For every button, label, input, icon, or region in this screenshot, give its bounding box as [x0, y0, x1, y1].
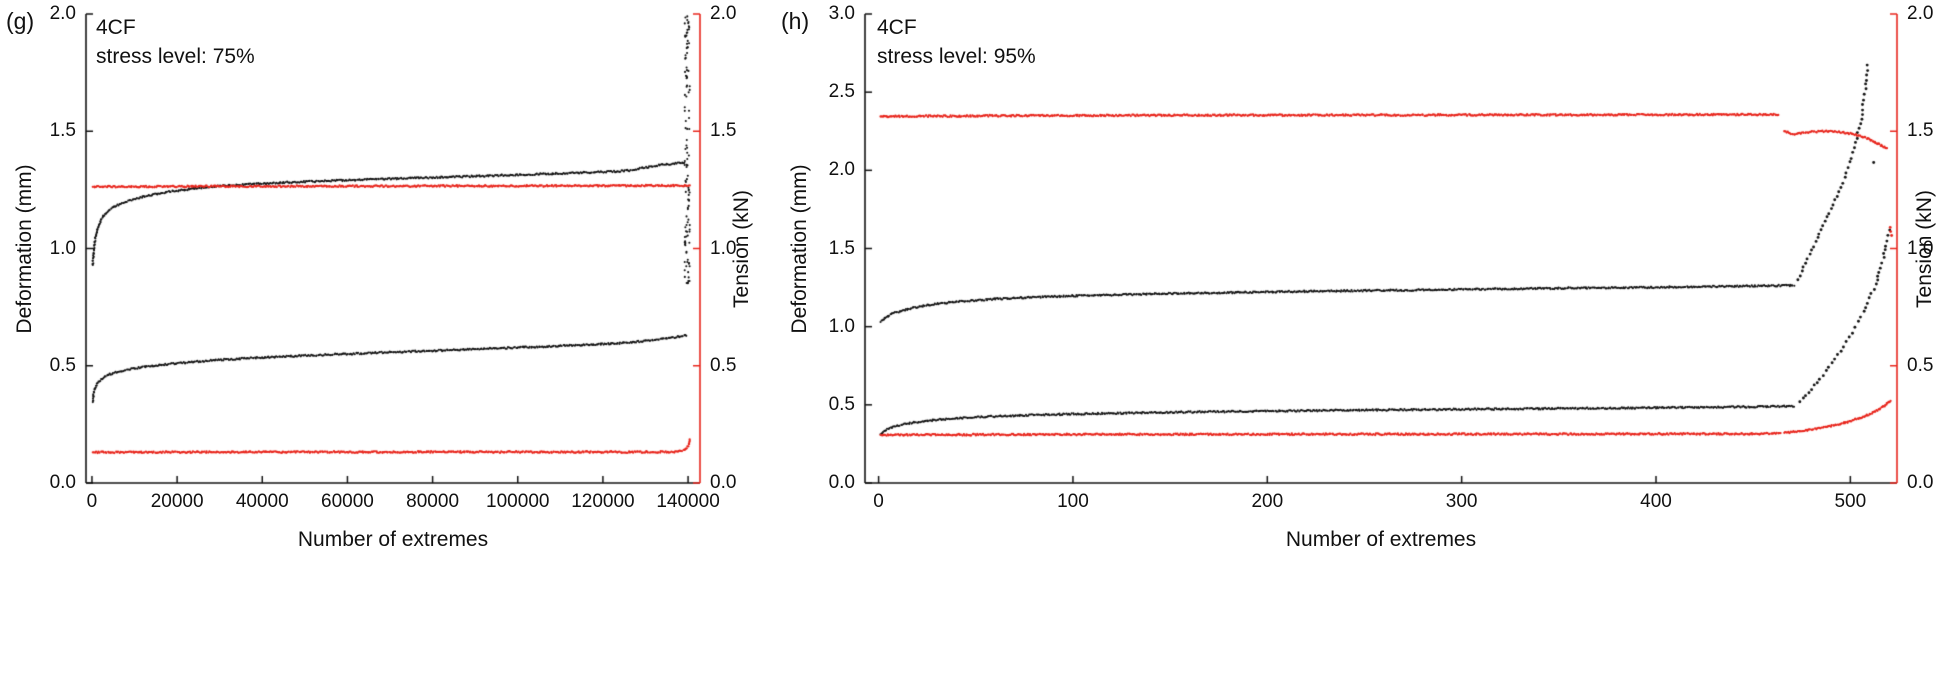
x-tick-label: 300: [1445, 491, 1478, 512]
y-axis-label-left-g: Deformation (mm): [13, 164, 36, 334]
panel-label-g: (g): [6, 8, 35, 34]
y-left-tick-label: 1.0: [828, 315, 855, 337]
y-left-tick-label: 2.0: [828, 159, 855, 181]
x-tick-label: 140000: [656, 491, 720, 512]
y-right-tick-label: 1.0: [710, 237, 737, 259]
x-tick-label: 100000: [486, 491, 550, 512]
y-left-tick-label: 3.0: [828, 3, 855, 24]
plot-area-g: [0, 0, 775, 678]
y-axis-label-left-h: Deformation (mm): [788, 164, 811, 334]
x-tick-label: 400: [1640, 491, 1672, 512]
y-left-tick-label: 1.0: [49, 237, 76, 259]
y-left-tick-label: 1.5: [49, 120, 76, 142]
x-tick-label: 120000: [571, 491, 635, 512]
panel-g: (g) 4CF stress level: 75% Deformation (m…: [0, 0, 775, 678]
sample-name-label: 4CF: [877, 16, 917, 39]
y-left-tick-label: 0.5: [49, 354, 76, 376]
x-axis-label-h: Number of extremes: [1285, 528, 1477, 551]
y-right-tick-label: 0.5: [710, 354, 737, 376]
x-tick-label: 80000: [406, 491, 460, 512]
x-tick-label: 0: [873, 491, 884, 512]
y-right-tick-label: 1.0: [1907, 237, 1934, 259]
y-right-tick-label: 1.5: [710, 120, 737, 142]
y-right-tick-label: 0.5: [1907, 354, 1934, 376]
y-left-tick-label: 0.0: [49, 472, 76, 493]
y-left-tick-label: 2.5: [828, 81, 855, 103]
y-left-tick-label: 2.0: [49, 3, 76, 24]
y-right-tick-label: 0.0: [710, 472, 737, 493]
y-left-tick-label: 0.0: [828, 472, 855, 493]
x-tick-label: 20000: [150, 491, 204, 512]
y-right-tick-label: 2.0: [1907, 3, 1934, 24]
sample-name-label: 4CF: [96, 16, 136, 39]
x-tick-label: 60000: [321, 491, 374, 512]
x-tick-label: 40000: [235, 491, 289, 512]
y-right-tick-label: 1.5: [1907, 120, 1934, 142]
x-tick-label: 100: [1057, 491, 1089, 512]
y-right-tick-label: 0.0: [1907, 472, 1934, 493]
y-left-tick-label: 1.5: [828, 237, 855, 259]
plot-area-h: [775, 0, 1943, 678]
stress-level-label: stress level: 95%: [877, 44, 1036, 68]
annotation-g: 4CF stress level: 75%: [96, 14, 255, 72]
x-tick-label: 200: [1251, 491, 1284, 512]
x-tick-label: 500: [1834, 491, 1867, 512]
y-left-tick-label: 0.5: [828, 393, 855, 415]
panel-h: (h) 4CF stress level: 95% Deformation (m…: [775, 0, 1943, 678]
x-axis-label-g: Number of extremes: [297, 528, 489, 551]
stress-level-label: stress level: 75%: [96, 44, 255, 68]
annotation-h: 4CF stress level: 95%: [877, 14, 1036, 72]
panel-label-h: (h): [781, 8, 810, 34]
x-tick-label: 0: [86, 491, 98, 512]
y-right-tick-label: 2.0: [710, 3, 737, 24]
